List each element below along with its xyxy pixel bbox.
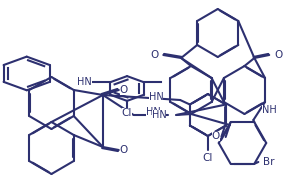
Text: Br: Br	[263, 157, 274, 167]
Text: O: O	[120, 85, 128, 95]
Text: O: O	[150, 50, 158, 60]
Text: HN: HN	[146, 107, 161, 117]
Text: O: O	[212, 131, 220, 141]
Text: HN: HN	[149, 92, 163, 102]
Text: HN: HN	[77, 77, 92, 87]
Text: HN: HN	[152, 110, 166, 120]
Text: Cl: Cl	[122, 108, 132, 118]
Text: NH: NH	[262, 105, 277, 115]
Text: O: O	[120, 145, 128, 155]
Text: O: O	[274, 50, 283, 60]
Text: Cl: Cl	[203, 153, 213, 163]
